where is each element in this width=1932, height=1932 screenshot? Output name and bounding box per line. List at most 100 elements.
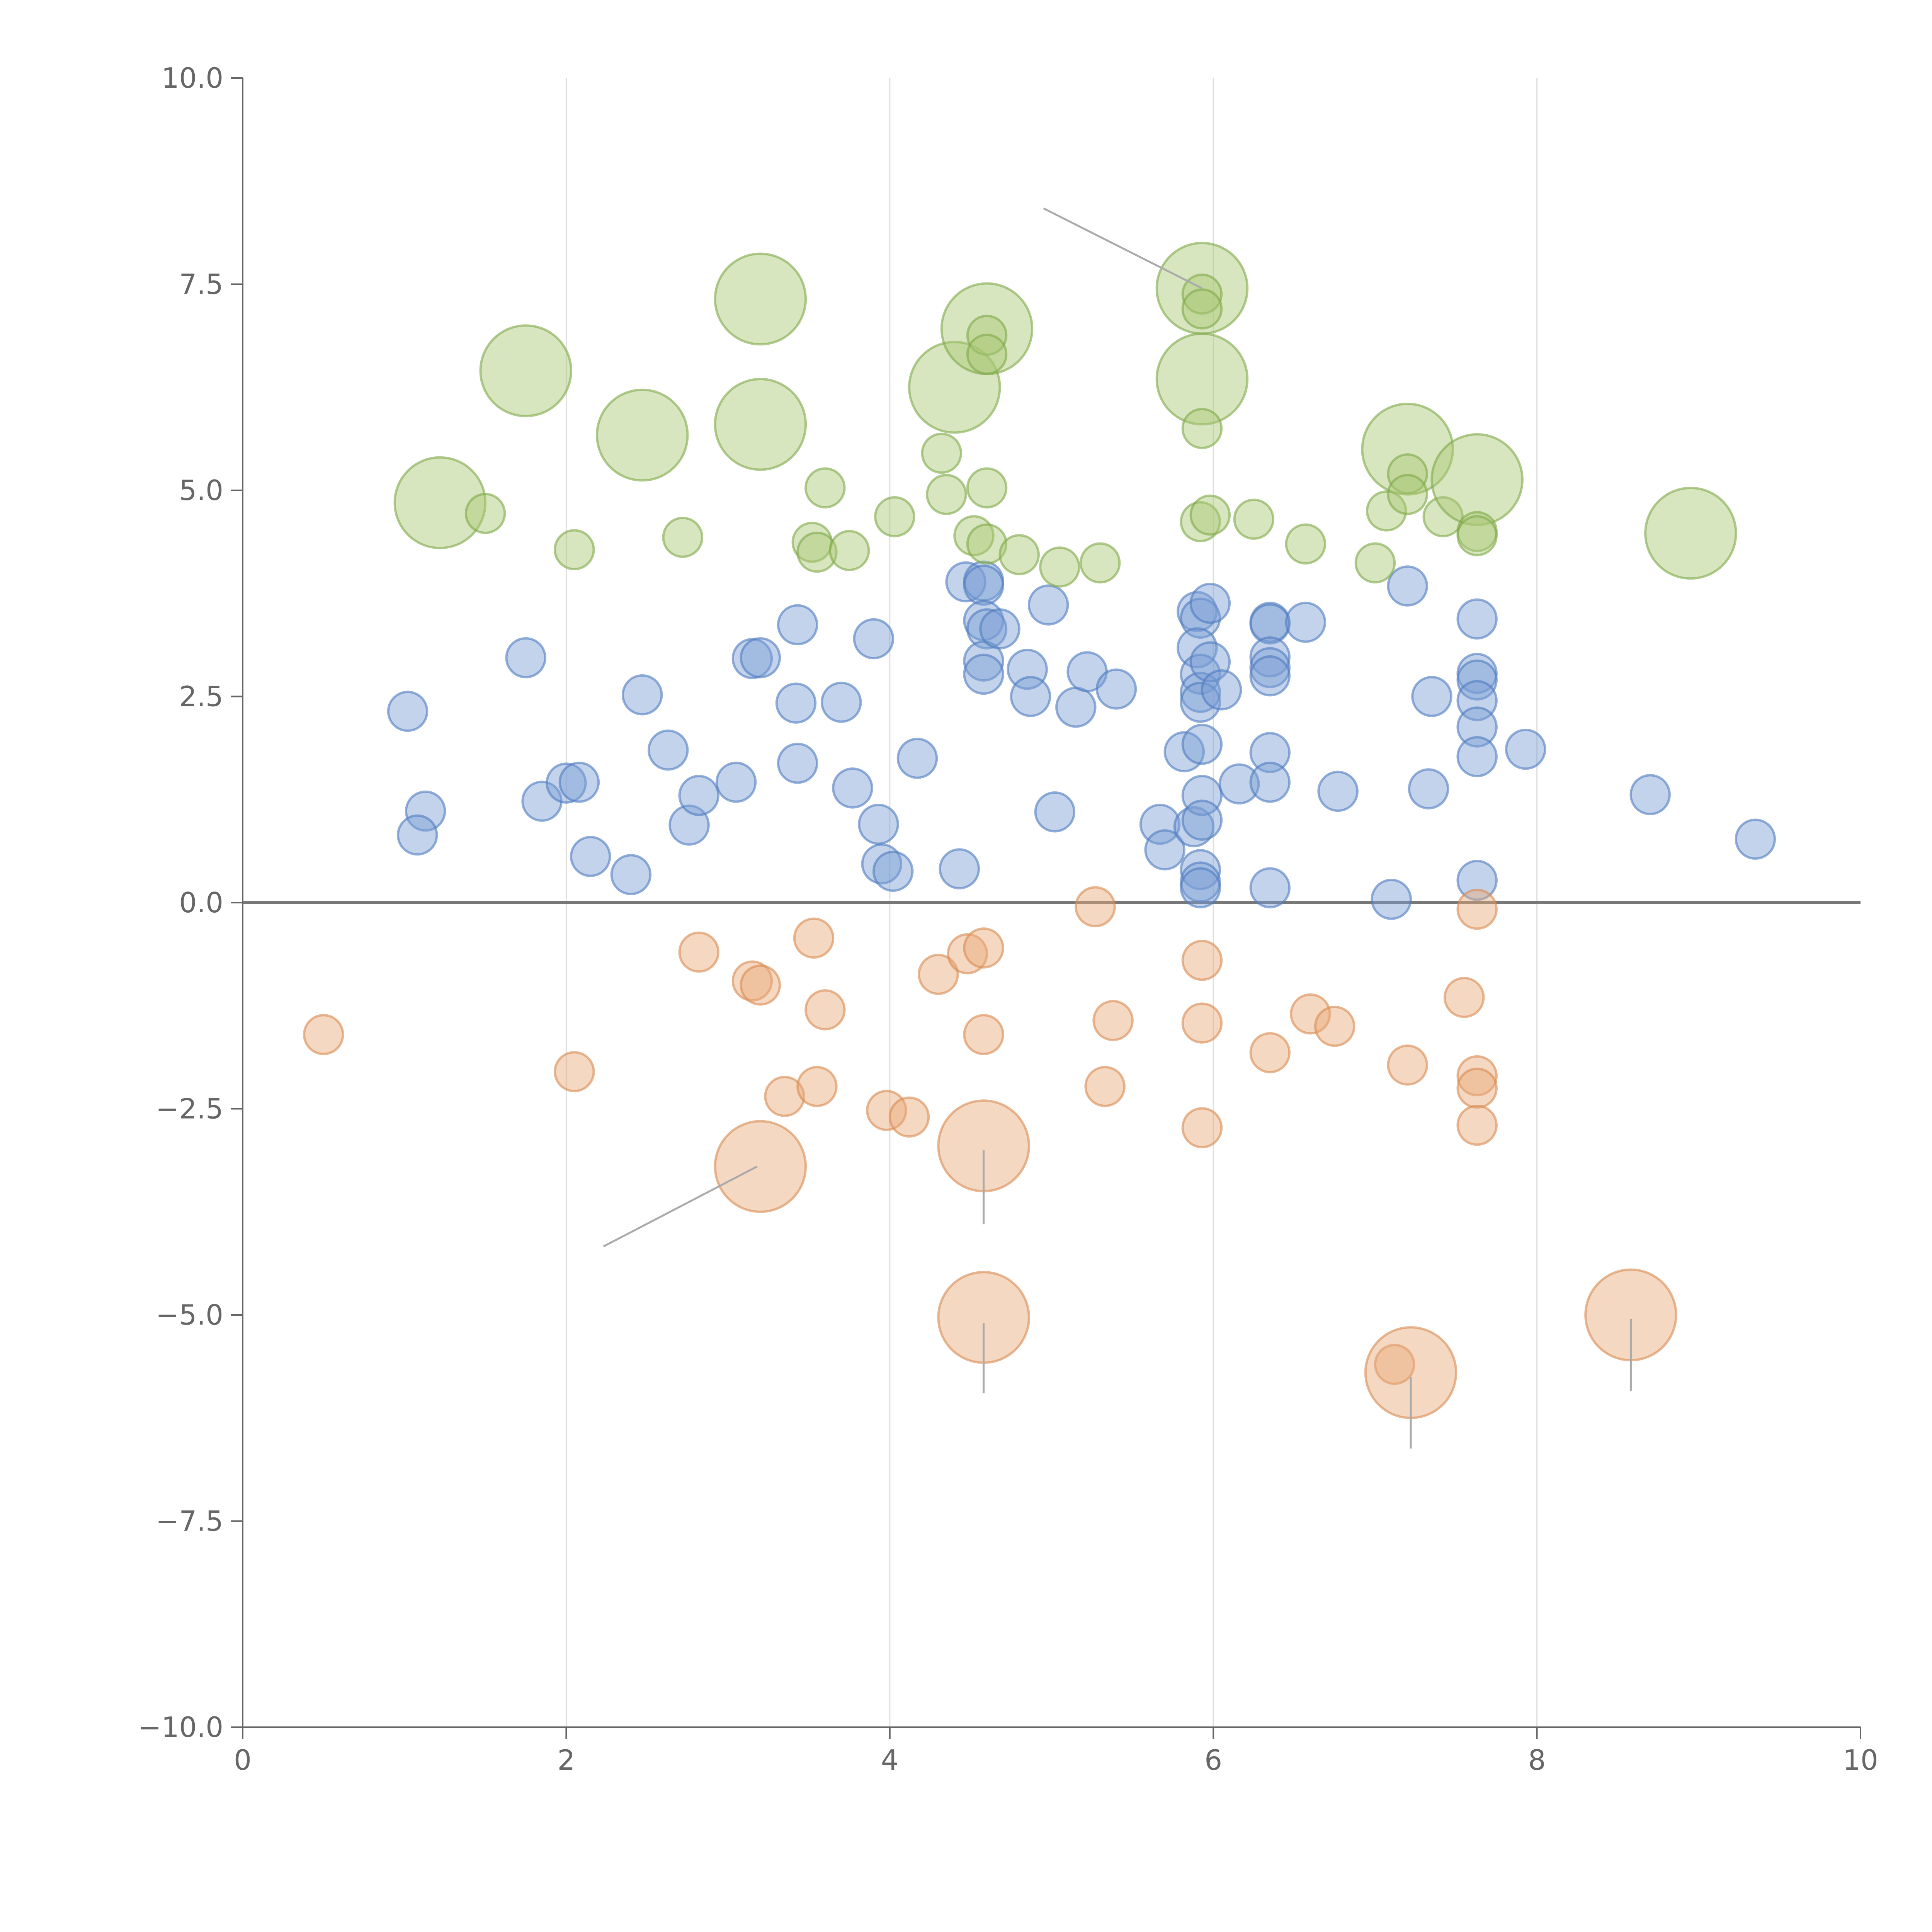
bubble-s1-p23 [1039,546,1080,588]
bubble-s0-p46 [1177,591,1218,632]
bubble-s0-p54 [1181,799,1223,841]
bubble-s1-p22 [998,534,1040,575]
bubble-s0-p33 [963,653,1004,695]
bubble-s1-p5 [662,517,704,558]
bubble-s0-p72 [1371,879,1412,920]
x-tick-label-3: 6 [1204,1744,1222,1776]
bubble-s2-p13 [947,933,988,975]
bubble-s2-p6 [764,1076,805,1117]
bubble-s0-p3 [505,637,546,679]
bubble-s1-p37 [1387,453,1428,495]
bubble-s1-p0 [393,456,487,549]
bubble-s1-p17 [966,523,1008,565]
bubble-s2-p19 [1084,1066,1126,1107]
y-tick-label-3: −2.5 [156,1093,223,1125]
bubble-s0-p61 [1218,763,1260,804]
bubble-s1-p3 [554,529,595,570]
bubble-s1-p21 [966,467,1008,509]
x-tick-label-2: 4 [881,1744,899,1776]
x-axis-ticks: 0 2 4 6 8 10 [234,1727,1878,1776]
bubble-s1-p20 [966,333,1008,375]
bubble-s1-p1 [464,493,506,534]
bubble-s1-p4 [595,388,689,482]
bubble-s0-p26 [939,848,980,889]
bubble-s2-p24 [1249,1032,1291,1073]
bubble-s1-p13 [921,432,963,474]
bubble-s0-p31 [966,608,1008,650]
bubble-s2-p25 [1290,993,1331,1035]
bubble-s0-p74 [1411,676,1452,717]
leader-line-1 [603,1165,758,1248]
bubble-s0-p5 [546,762,587,804]
bubble-s0-p21 [853,618,895,660]
bubble-s1-p11 [828,530,870,571]
bubble-s0-p13 [715,762,757,803]
x-tick-label-5: 10 [1843,1744,1878,1776]
bubble-s0-p82 [1456,860,1498,901]
y-tick-label-5: 2.5 [179,680,223,713]
bubble-s1-p2 [479,324,572,417]
bubble-s0-p52 [1181,724,1223,765]
bubble-s0-p29 [963,565,1004,606]
bubble-s2-p21 [1181,940,1223,981]
y-tick-label-8: 10.0 [162,62,223,94]
bubble-s2-p9 [804,989,846,1031]
x-tick-label-4: 8 [1528,1744,1546,1776]
bubble-s0-p53 [1181,775,1223,816]
bubble-s2-p33 [1456,1067,1498,1109]
bubble-layer [303,242,1776,1419]
bubble-s0-p42 [1139,804,1181,845]
bubble-s2-p11 [888,1096,930,1138]
bubble-s2-p15 [963,1014,1004,1055]
bubble-s0-p25 [896,738,938,779]
bubble-s0-p83 [1505,728,1546,770]
bubble-s0-p38 [1034,791,1076,833]
bubble-s0-p73 [1387,565,1428,607]
bubble-s1-p29 [1181,408,1223,449]
bubble-s1-p9 [796,531,838,573]
y-tick-label-7: 7.5 [179,268,223,301]
bubble-s0-p45 [1173,806,1215,847]
bubble-s0-p2 [396,814,438,856]
bubble-s2-p5 [714,1120,807,1213]
bubble-s0-p67 [1249,732,1291,773]
bubble-s2-p14 [963,927,1004,969]
bubble-s2-p27 [1374,1344,1415,1385]
bubble-s1-p24 [1079,542,1121,584]
bubble-s0-p66 [1249,655,1291,697]
bubble-s0-p41 [1095,668,1137,710]
bubble-s2-p20 [1092,1000,1134,1041]
bubble-s0-p12 [678,775,719,816]
bubble-s1-p40 [1430,433,1524,526]
bubble-s0-p60 [1201,669,1242,711]
bubble-s0-p51 [1180,682,1221,723]
bubble-s2-p18 [1075,886,1116,927]
bubble-s2-p34 [1456,1104,1498,1146]
leader-lines [603,207,1632,1449]
bubble-s0-p50 [1180,672,1221,713]
x-tick-label-1: 2 [557,1744,575,1776]
bubble-s0-p71 [1317,770,1359,812]
bubble-s0-p32 [963,640,1004,682]
bubble-s0-p81 [1456,736,1498,777]
y-axis-ticks: −10.0 −7.5 −5.0 −2.5 0.0 2.5 5.0 7.5 10.0 [138,62,243,1743]
bubble-s0-p34 [979,608,1020,650]
bubble-s0-p76 [1456,598,1498,640]
bubble-s0-p27 [945,561,986,603]
bubble-s0-p18 [777,743,818,784]
bubble-s0-p0 [387,690,429,732]
bubble-s2-p10 [866,1090,907,1131]
bubble-s0-p80 [1456,706,1498,748]
bubble-s1-p33 [1285,523,1327,565]
bubble-s1-p27 [1181,288,1223,330]
bubble-s2-p22 [1181,1002,1223,1044]
bubble-s0-p16 [777,604,818,646]
leader-line-0 [1043,207,1203,289]
bubble-s1-p35 [1366,490,1407,532]
bubble-s2-p29 [1387,1044,1428,1086]
bubble-s0-p78 [1456,659,1498,701]
bubble-s2-p4 [740,964,781,1006]
bubble-s0-p17 [775,682,817,724]
bubble-s0-p19 [820,682,862,723]
